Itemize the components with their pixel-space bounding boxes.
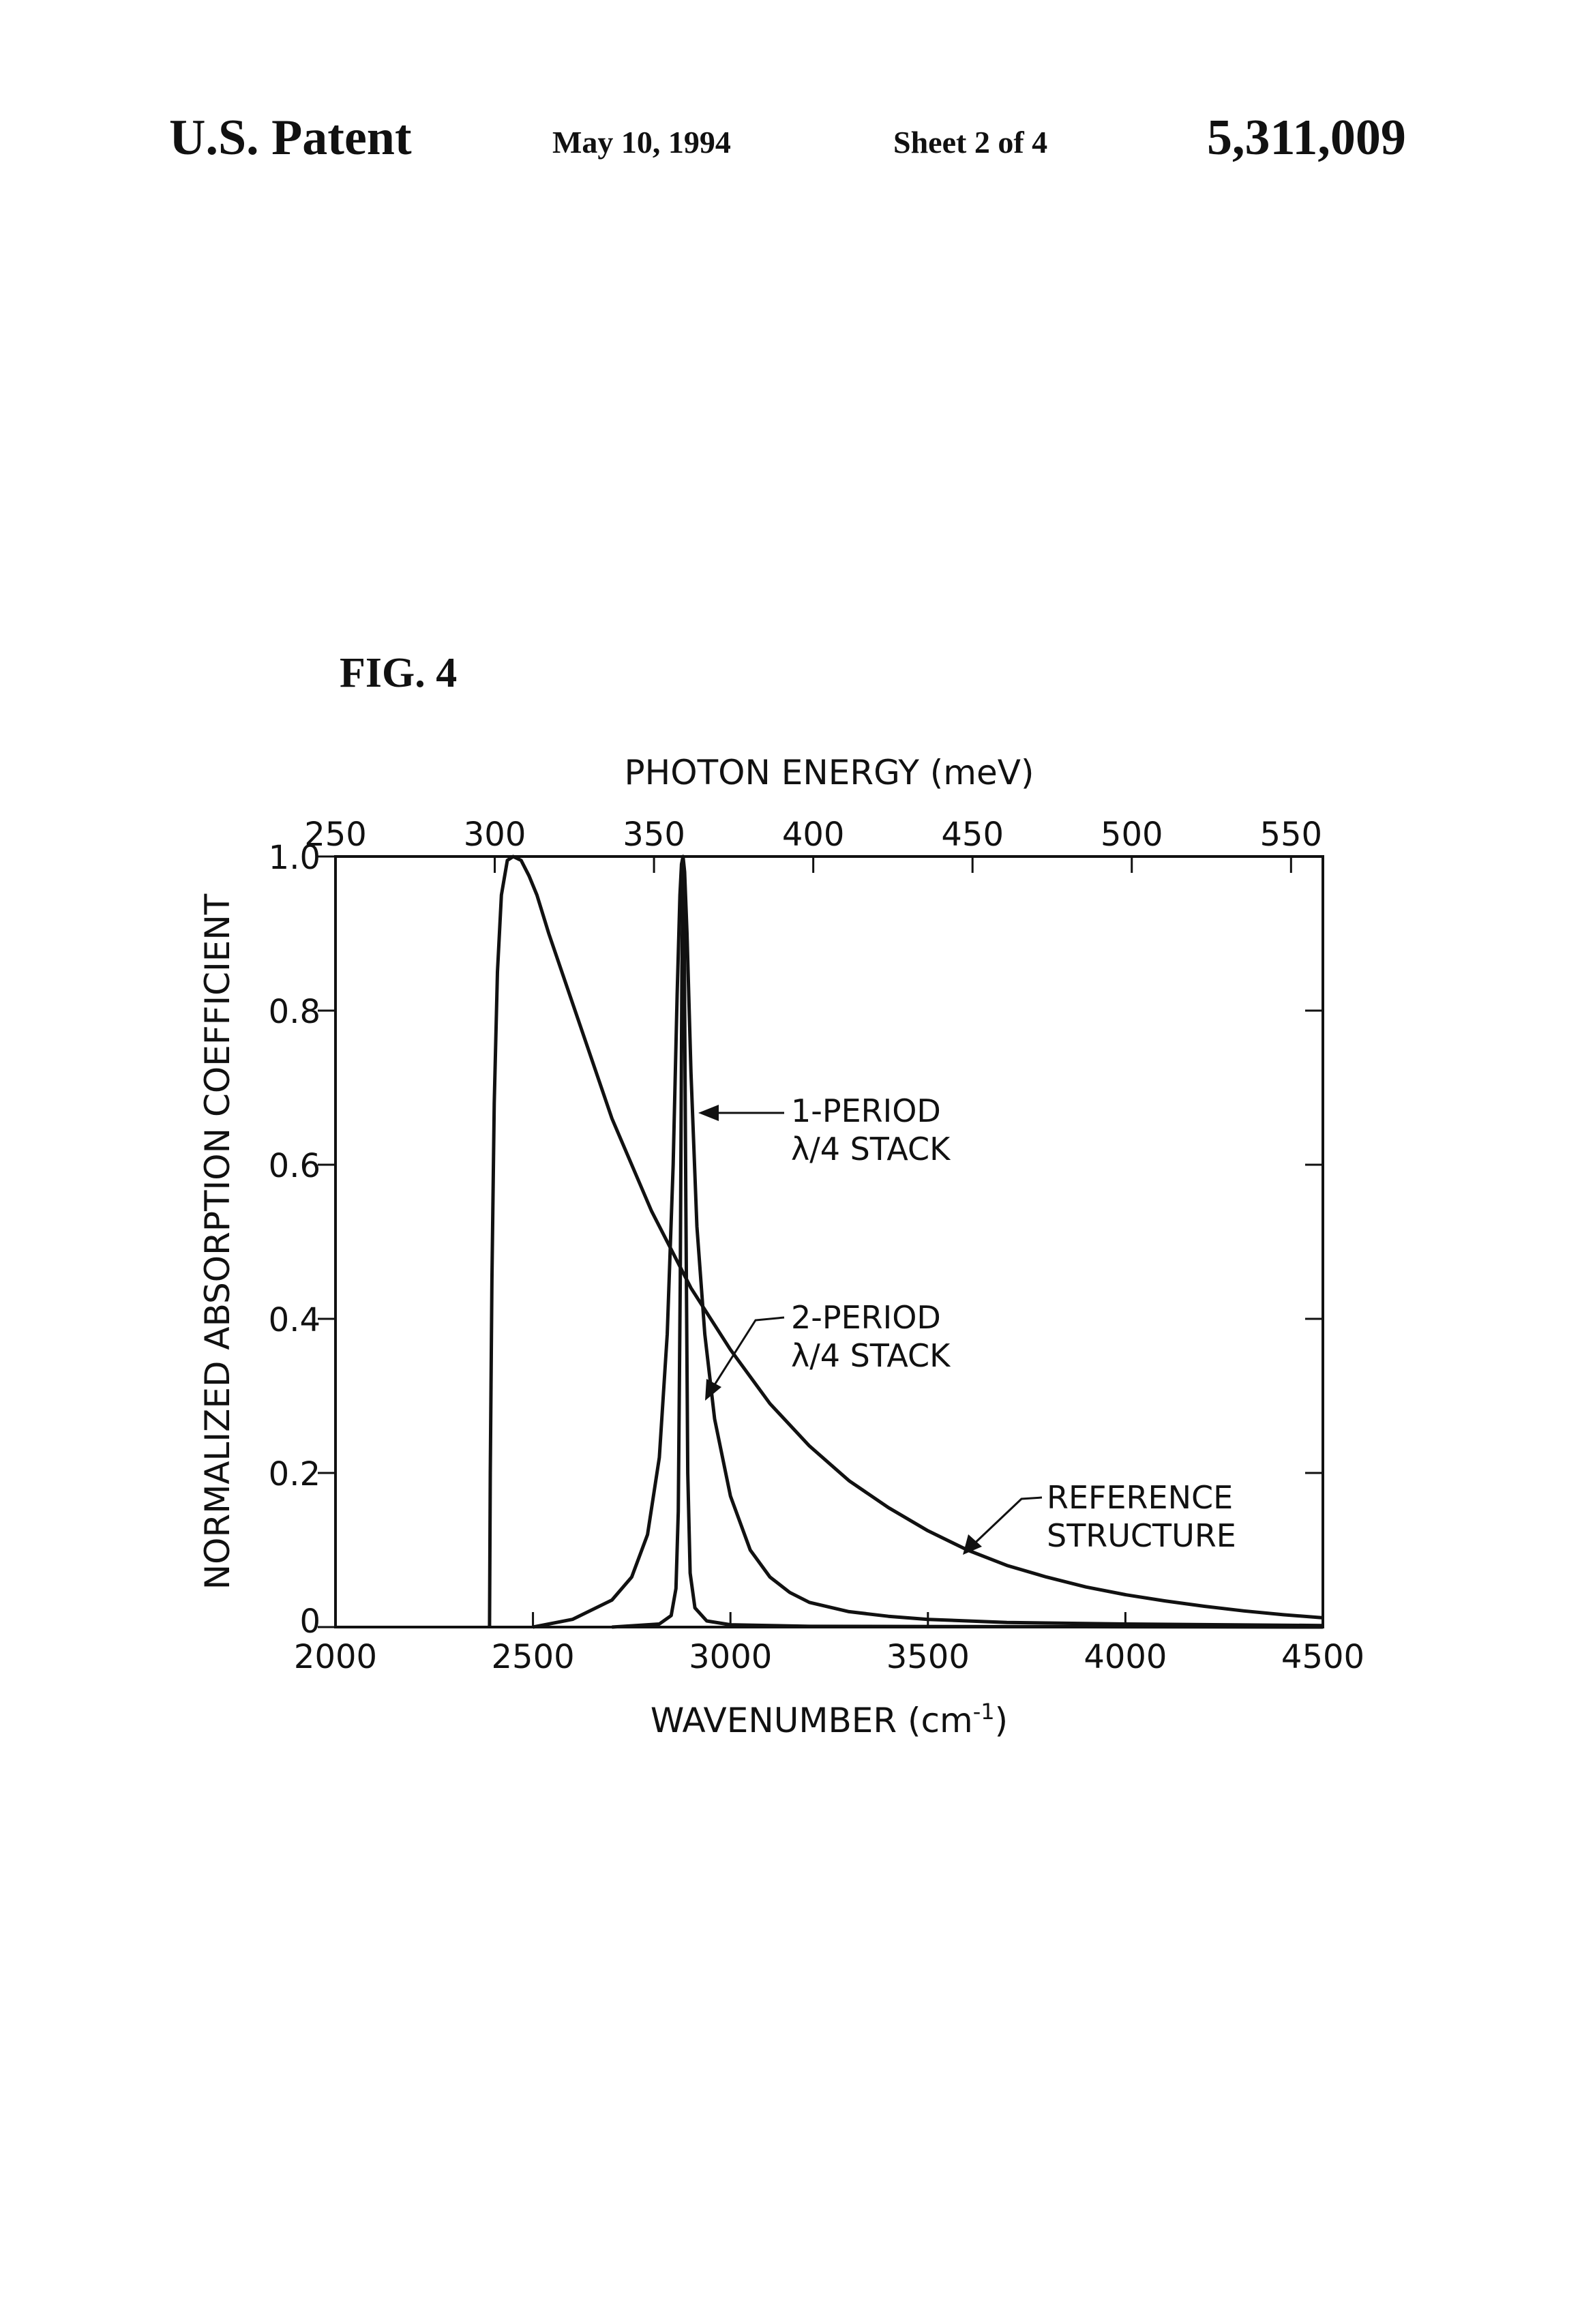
annotation-leader xyxy=(711,1317,784,1391)
annotation-label: 1-PERIOD xyxy=(791,1092,941,1129)
x-tick-label: 2500 xyxy=(492,1638,575,1676)
y-axis-title: NORMALIZED ABSORPTION COEFFICIENT xyxy=(198,893,237,1590)
x-tick-label: 3500 xyxy=(886,1638,970,1676)
x-axis-title: WAVENUMBER (cm-1) xyxy=(651,1699,1008,1740)
top-tick-label: 400 xyxy=(782,816,845,854)
y-tick-label: 0.2 xyxy=(269,1455,320,1493)
annotation-layer: 1-PERIODλ/4 STACK2-PERIODλ/4 STACKREFERE… xyxy=(698,1092,1236,1555)
x-tick-label: 3000 xyxy=(689,1638,772,1676)
top-tick-label: 250 xyxy=(304,816,367,854)
y-tick-label: 0.4 xyxy=(269,1301,320,1339)
top-tick-label: 350 xyxy=(623,816,685,854)
x-axis-title-sup: -1 xyxy=(973,1699,995,1725)
x-tick-label: 4000 xyxy=(1084,1638,1167,1676)
annotation-label: 2-PERIOD xyxy=(791,1299,941,1336)
y-tick-label: 0.6 xyxy=(269,1147,320,1185)
annotation-label: λ/4 STACK xyxy=(791,1131,951,1167)
annotation-label: λ/4 STACK xyxy=(791,1337,951,1374)
top-axis-title: PHOTON ENERGY (meV) xyxy=(624,753,1034,792)
top-tick-label: 450 xyxy=(941,816,1004,854)
annotation-label: REFERENCE xyxy=(1047,1479,1233,1516)
annotation-leader xyxy=(970,1498,1042,1548)
annotation-arrowhead xyxy=(698,1105,719,1121)
top-tick-label: 500 xyxy=(1101,816,1163,854)
top-tick-label: 300 xyxy=(464,816,526,854)
top-axis-ticks: 250 300 350 400 450 500 550 xyxy=(304,816,1322,873)
x-tick-label: 4500 xyxy=(1281,1638,1364,1676)
x-axis-title-base: WAVENUMBER (cm xyxy=(651,1701,973,1740)
x-axis-title-close: ) xyxy=(995,1701,1009,1740)
x-tick-label: 2000 xyxy=(294,1638,377,1676)
y-tick-label: 0.8 xyxy=(269,993,320,1031)
x-ticks: 2000 2500 3000 3500 4000 4500 xyxy=(294,1612,1364,1676)
top-tick-label: 550 xyxy=(1259,816,1322,854)
y-tick-label: 0 xyxy=(299,1603,320,1641)
annotation-label: STRUCTURE xyxy=(1047,1517,1236,1554)
